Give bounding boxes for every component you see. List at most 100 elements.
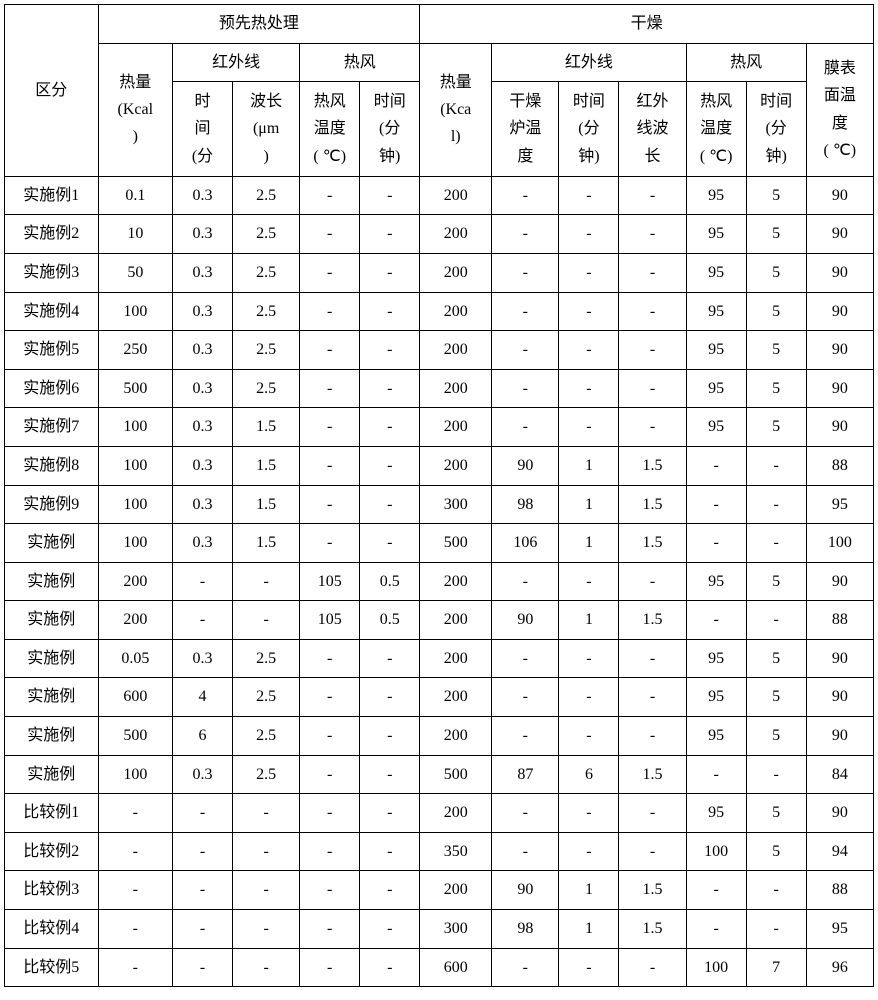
cell-value: - xyxy=(173,832,233,871)
cell-value: - xyxy=(173,910,233,949)
cell-value: - xyxy=(492,215,559,254)
cell-value: - xyxy=(173,601,233,640)
row-label: 比较例5 xyxy=(5,948,99,987)
cell-value: 200 xyxy=(98,562,172,601)
cell-value: 1.5 xyxy=(233,446,300,485)
row-label: 实施例9 xyxy=(5,485,99,524)
cell-value: - xyxy=(300,215,360,254)
cell-value: 200 xyxy=(420,253,492,292)
cell-value: 5 xyxy=(746,717,806,756)
cell-value: - xyxy=(619,639,686,678)
cell-value: 1 xyxy=(559,871,619,910)
cell-value: 1.5 xyxy=(233,524,300,563)
cell-value: - xyxy=(300,253,360,292)
header-ir-wave-dry: 红外线波长 xyxy=(619,82,686,177)
data-table: 区分 预先热处理 干燥 热量(Kcal) 红外线 热风 热量(Kcal) 红外线… xyxy=(4,4,874,987)
table-row: 实施例1000.32.5--5008761.5--84 xyxy=(5,755,874,794)
cell-value: 200 xyxy=(420,446,492,485)
cell-value: 95 xyxy=(686,717,746,756)
cell-value: 600 xyxy=(98,678,172,717)
cell-value: - xyxy=(360,678,420,717)
cell-value: - xyxy=(746,446,806,485)
table-row: 实施例91000.31.5--3009811.5--95 xyxy=(5,485,874,524)
cell-value: 100 xyxy=(98,755,172,794)
cell-value: 1 xyxy=(559,485,619,524)
row-label: 实施例 xyxy=(5,755,99,794)
cell-value: - xyxy=(746,871,806,910)
cell-value: - xyxy=(559,408,619,447)
cell-value: 200 xyxy=(420,678,492,717)
cell-value: 2.5 xyxy=(233,292,300,331)
row-label: 实施例 xyxy=(5,601,99,640)
cell-value: - xyxy=(559,176,619,215)
cell-value: - xyxy=(492,639,559,678)
cell-value: 6 xyxy=(173,717,233,756)
cell-value: 100 xyxy=(806,524,873,563)
cell-value: - xyxy=(492,678,559,717)
cell-value: - xyxy=(619,369,686,408)
cell-value: - xyxy=(300,910,360,949)
cell-value: - xyxy=(559,292,619,331)
cell-value: 0.1 xyxy=(98,176,172,215)
cell-value: - xyxy=(619,176,686,215)
cell-value: - xyxy=(98,794,172,833)
cell-value: - xyxy=(173,562,233,601)
cell-value: 5 xyxy=(746,253,806,292)
cell-value: 90 xyxy=(806,176,873,215)
header-drying: 干燥 xyxy=(420,5,874,44)
cell-value: 5 xyxy=(746,369,806,408)
cell-value: - xyxy=(619,794,686,833)
cell-value: - xyxy=(492,292,559,331)
cell-value: 0.3 xyxy=(173,639,233,678)
cell-value: 2.5 xyxy=(233,253,300,292)
table-row: 实施例71000.31.5--200---95590 xyxy=(5,408,874,447)
table-row: 实施例65000.32.5--200---95590 xyxy=(5,369,874,408)
cell-value: 500 xyxy=(98,369,172,408)
cell-value: - xyxy=(686,910,746,949)
cell-value: 5 xyxy=(746,408,806,447)
cell-value: - xyxy=(559,331,619,370)
cell-value: 95 xyxy=(806,910,873,949)
cell-value: 200 xyxy=(420,639,492,678)
header-membrane-temp: 膜表面温度( ℃) xyxy=(806,43,873,176)
cell-value: - xyxy=(492,948,559,987)
cell-value: - xyxy=(360,485,420,524)
cell-value: - xyxy=(360,446,420,485)
cell-value: 105 xyxy=(300,562,360,601)
cell-value: - xyxy=(233,910,300,949)
cell-value: 95 xyxy=(686,678,746,717)
cell-value: 200 xyxy=(420,292,492,331)
cell-value: 95 xyxy=(686,331,746,370)
cell-value: 100 xyxy=(98,446,172,485)
row-label: 实施例4 xyxy=(5,292,99,331)
cell-value: 88 xyxy=(806,601,873,640)
cell-value: 90 xyxy=(806,639,873,678)
cell-value: - xyxy=(360,871,420,910)
cell-value: - xyxy=(300,176,360,215)
cell-value: 1 xyxy=(559,446,619,485)
cell-value: 95 xyxy=(806,485,873,524)
cell-value: - xyxy=(492,253,559,292)
cell-value: 5 xyxy=(746,678,806,717)
cell-value: - xyxy=(686,446,746,485)
cell-value: 105 xyxy=(300,601,360,640)
table-row: 比较例4-----3009811.5--95 xyxy=(5,910,874,949)
cell-value: 0.3 xyxy=(173,485,233,524)
cell-value: - xyxy=(360,524,420,563)
row-label: 实施例 xyxy=(5,639,99,678)
cell-value: 0.3 xyxy=(173,369,233,408)
cell-value: 90 xyxy=(492,446,559,485)
cell-value: - xyxy=(360,832,420,871)
cell-value: - xyxy=(746,755,806,794)
cell-value: - xyxy=(559,794,619,833)
cell-value: 95 xyxy=(686,215,746,254)
cell-value: 200 xyxy=(420,331,492,370)
table-row: 实施例81000.31.5--2009011.5--88 xyxy=(5,446,874,485)
table-row: 实施例1000.31.5--50010611.5--100 xyxy=(5,524,874,563)
cell-value: - xyxy=(559,717,619,756)
table-row: 比较例5-----600---100796 xyxy=(5,948,874,987)
table-body: 实施例10.10.32.5--200---95590实施例2100.32.5--… xyxy=(5,176,874,986)
header-heat-pre: 热量(Kcal) xyxy=(98,43,172,176)
cell-value: 0.05 xyxy=(98,639,172,678)
row-label: 实施例5 xyxy=(5,331,99,370)
